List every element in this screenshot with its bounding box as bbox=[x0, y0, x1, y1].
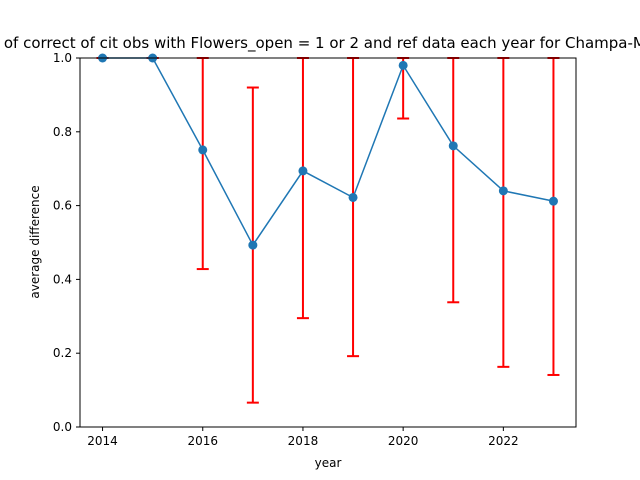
data-point-2020 bbox=[398, 60, 408, 70]
data-point-2022 bbox=[498, 186, 508, 196]
y-tick-label-3: 0.6 bbox=[53, 199, 72, 213]
y-tick-label-5: 1.0 bbox=[53, 51, 72, 65]
plot-area: 2014 2016 2018 2020 2022 0.0 0.2 0.4 0.6 0.8 1.0 bbox=[53, 51, 577, 448]
y-tick-label-1: 0.2 bbox=[53, 346, 72, 360]
error-bars bbox=[96, 57, 560, 404]
error-bar-2021 bbox=[447, 57, 460, 304]
error-bar-2018 bbox=[296, 57, 309, 320]
x-tick-label-2018: 2018 bbox=[288, 434, 319, 448]
x-tick-label-2020: 2020 bbox=[388, 434, 419, 448]
y-tick-label-4: 0.8 bbox=[53, 125, 72, 139]
x-tick-label-2016: 2016 bbox=[187, 434, 218, 448]
y-axis-label: average difference bbox=[28, 185, 42, 298]
axes-frame bbox=[79, 57, 577, 428]
data-point-2016 bbox=[198, 145, 208, 155]
error-bar-2023 bbox=[547, 57, 560, 376]
y-tick-label-2: 0.4 bbox=[53, 272, 72, 286]
data-point-2018 bbox=[298, 166, 308, 176]
series-points-0 bbox=[98, 53, 558, 250]
data-point-2023 bbox=[548, 196, 558, 206]
series-line-0 bbox=[102, 57, 554, 247]
data-point-2021 bbox=[448, 141, 458, 151]
data-point-2019 bbox=[348, 192, 358, 202]
y-tick-label-0: 0.0 bbox=[53, 420, 72, 434]
data-point-2017 bbox=[248, 240, 258, 250]
chart-title: Fraction of correct of cit obs with Flow… bbox=[0, 34, 640, 53]
error-bar-2022 bbox=[497, 57, 510, 368]
x-axis-label: year bbox=[315, 456, 342, 470]
x-tick-label-2022: 2022 bbox=[488, 434, 519, 448]
error-bar-2016 bbox=[196, 57, 209, 271]
x-tick-label-2014: 2014 bbox=[87, 434, 118, 448]
error-bar-2019 bbox=[347, 57, 360, 358]
